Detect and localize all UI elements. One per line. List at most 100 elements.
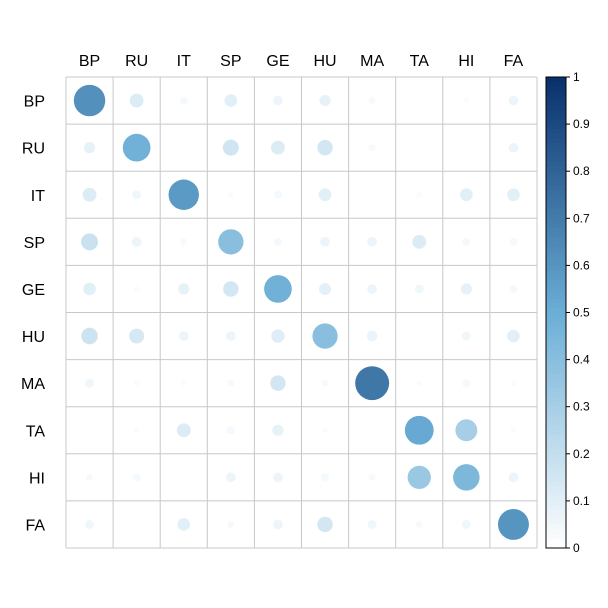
cell-circle-hu-ru [129,328,145,344]
colorbar-segment [546,251,566,257]
colorbar-segment [546,152,566,158]
cell-circle-ma-ge [270,375,286,391]
cell-circle-hi-hi [453,464,480,491]
colorbar-segment [546,166,566,172]
cell-circle-sp-ge [273,237,282,246]
cell-circle-fa-sp [227,520,235,528]
colorbar-segment [546,378,566,384]
cell-circle-bp-ma [368,97,376,105]
colorbar-segment [546,288,566,295]
colorbar-segment [546,425,566,431]
cell-circle-hu-sp [225,331,236,341]
colorbar-segment [546,204,566,210]
cell-circle-ma-fa [510,380,517,386]
colorbar-segment [546,364,566,370]
colorbar-segment [546,218,566,224]
row-labels: BP RU IT SP GE HU MA TA HI FA [21,94,45,535]
colorbar-segment [546,213,566,219]
cell-circle-ru-ru [122,133,151,162]
cell-circle-ma-hu [321,379,329,387]
colorbar-segment [546,119,566,125]
cell-circle-ta-ru [133,427,140,434]
correlation-circles [73,84,529,540]
cell-circle-ge-sp [223,281,239,297]
matrix-grid [65,76,538,549]
cell-circle-hu-ge [271,329,285,343]
colorbar-segment [546,303,566,309]
cell-circle-hu-hi [461,331,471,341]
colorbar-segment [546,373,566,380]
column-label-hi: HI [458,53,474,70]
cell-circle-ma-bp [85,378,95,388]
colorbar-segment [546,124,566,130]
cell-circle-ta-fa [510,427,517,434]
cell-circle-bp-ru [129,93,144,108]
column-label-sp: SP [220,53,241,70]
colorbar-segment [546,533,566,540]
column-label-fa: FA [504,53,524,70]
colorbar-segment [546,279,566,285]
colorbar-segment [546,331,566,337]
colorbar-tick-label: 0.5 [573,306,590,320]
colorbar-segment [546,77,566,83]
colorbar-segment [546,354,566,361]
colorbar-segment [546,439,566,445]
cell-circle-hi-hu [321,473,330,482]
colorbar-segment [546,453,566,460]
cell-circle-ta-hi [455,419,478,442]
column-label-ru: RU [125,53,148,70]
cell-circle-it-fa [507,188,520,202]
colorbar-segment [546,510,566,516]
row-label-it: IT [31,188,45,205]
cell-circle-bp-sp [224,94,238,107]
colorbar-segment [546,232,566,238]
cell-circle-hu-ma [366,330,378,342]
row-label-sp: SP [24,235,45,252]
colorbar-segment [546,336,566,342]
cell-circle-it-bp [82,187,97,202]
colorbar-segment [546,157,566,163]
colorbar-segment [546,293,566,299]
colorbar-segment [546,109,566,116]
column-label-bp: BP [79,53,100,70]
colorbar-segment [546,260,566,266]
cell-circle-sp-fa [509,237,518,246]
colorbar-segment [546,543,566,549]
colorbar-segment [546,223,566,229]
colorbar-tick-label: 0.1 [573,494,590,508]
colorbar-tick-label: 0.4 [573,353,590,367]
cell-circle-fa-ma [367,519,377,529]
colorbar-segment [546,317,566,323]
colorbar-segment [546,486,566,493]
cell-circle-ma-hi [462,379,471,388]
colorbar-segment [546,128,566,135]
colorbar-segment [546,194,566,201]
colorbar-segment [546,138,566,144]
colorbar-segment [546,142,566,149]
row-label-fa: FA [25,517,45,534]
colorbar-segment [546,246,566,252]
row-label-ta: TA [26,423,46,440]
cell-circle-hu-ta [417,334,422,339]
cell-circle-ru-sp [222,139,239,156]
colorbar-segment [546,227,566,234]
cell-circle-hi-fa [508,472,519,483]
colorbar-segment [546,175,566,182]
colorbar-segment [546,307,566,314]
cell-circle-hi-ge [273,472,283,483]
colorbar-segment [546,284,566,290]
cell-circle-ma-it [180,380,187,386]
cell-circle-bp-hi [463,97,470,104]
cell-circle-sp-ma [367,236,378,247]
cell-circle-ge-bp [83,282,96,296]
cell-circle-ge-ge [264,275,292,303]
cell-circle-sp-ta [412,234,427,249]
cell-circle-ta-ta [404,415,434,445]
row-label-bp: BP [24,94,45,111]
cell-circle-hu-bp [81,327,98,345]
cell-circle-hi-ru [132,473,141,482]
colorbar-segment [546,524,566,530]
column-label-ma: MA [360,53,384,70]
colorbar-segment [546,472,566,478]
row-label-ma: MA [21,376,45,393]
